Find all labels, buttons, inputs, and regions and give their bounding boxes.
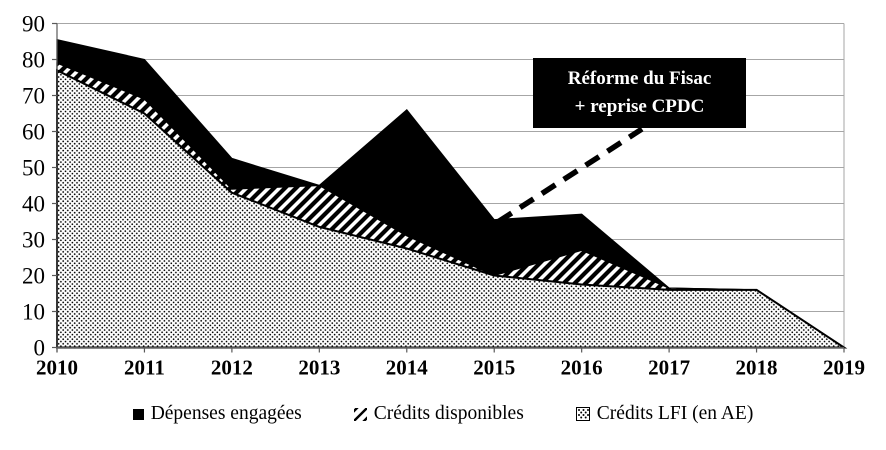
legend-label: Crédits disponibles xyxy=(373,403,524,424)
y-axis-tick-label: 70 xyxy=(22,84,45,109)
x-axis-tick-label: 2018 xyxy=(736,356,778,380)
legend-item-credits-disponibles: Crédits disponibles xyxy=(353,403,524,425)
x-axis-tick-label: 2013 xyxy=(298,356,340,380)
y-axis-tick-label: 10 xyxy=(22,300,45,325)
x-axis-tick-label: 2010 xyxy=(36,356,78,380)
annotation-callout: Réforme du Fisac + reprise CPDC xyxy=(533,58,746,128)
y-axis-tick-label: 40 xyxy=(22,192,45,217)
x-axis-tick-label: 2017 xyxy=(648,356,690,380)
annotation-line-1: Réforme du Fisac xyxy=(567,67,712,89)
y-axis-tick-label: 20 xyxy=(22,264,45,289)
legend-item-depenses-engagees: Dépenses engagées xyxy=(132,403,302,425)
x-axis-tick-label: 2012 xyxy=(211,356,253,380)
axes xyxy=(52,22,845,353)
annotation-line-2: + reprise CPDC xyxy=(574,96,705,117)
x-axis-tick-label: 2014 xyxy=(386,356,429,380)
diagonal-hatch-swatch-icon xyxy=(353,407,367,421)
y-axis-tick-label: 60 xyxy=(22,120,45,145)
y-axis-tick-label: 30 xyxy=(22,228,45,253)
y-axis-tick-label: 0 xyxy=(34,336,46,361)
chart-legend: Dépenses engagées Crédits disponibles Cr… xyxy=(0,399,886,429)
legend-label: Crédits LFI (en AE) xyxy=(596,403,754,424)
annotation-connector-line xyxy=(496,126,644,225)
x-axis-tick-label: 2015 xyxy=(473,356,515,380)
x-axis-tick-label: 2011 xyxy=(124,356,165,380)
dotted-swatch-icon xyxy=(575,407,590,421)
y-axis-tick-label: 90 xyxy=(22,12,45,37)
x-axis-tick-label: 2016 xyxy=(561,356,603,380)
legend-item-credits-lfi: Crédits LFI (en AE) xyxy=(575,403,754,425)
solid-black-swatch-icon xyxy=(132,408,144,420)
y-axis-tick-label: 50 xyxy=(22,156,45,181)
x-axis-tick-label: 2019 xyxy=(823,356,865,380)
y-axis-tick-label: 80 xyxy=(22,48,45,73)
legend-label: Dépenses engagées xyxy=(150,403,302,424)
